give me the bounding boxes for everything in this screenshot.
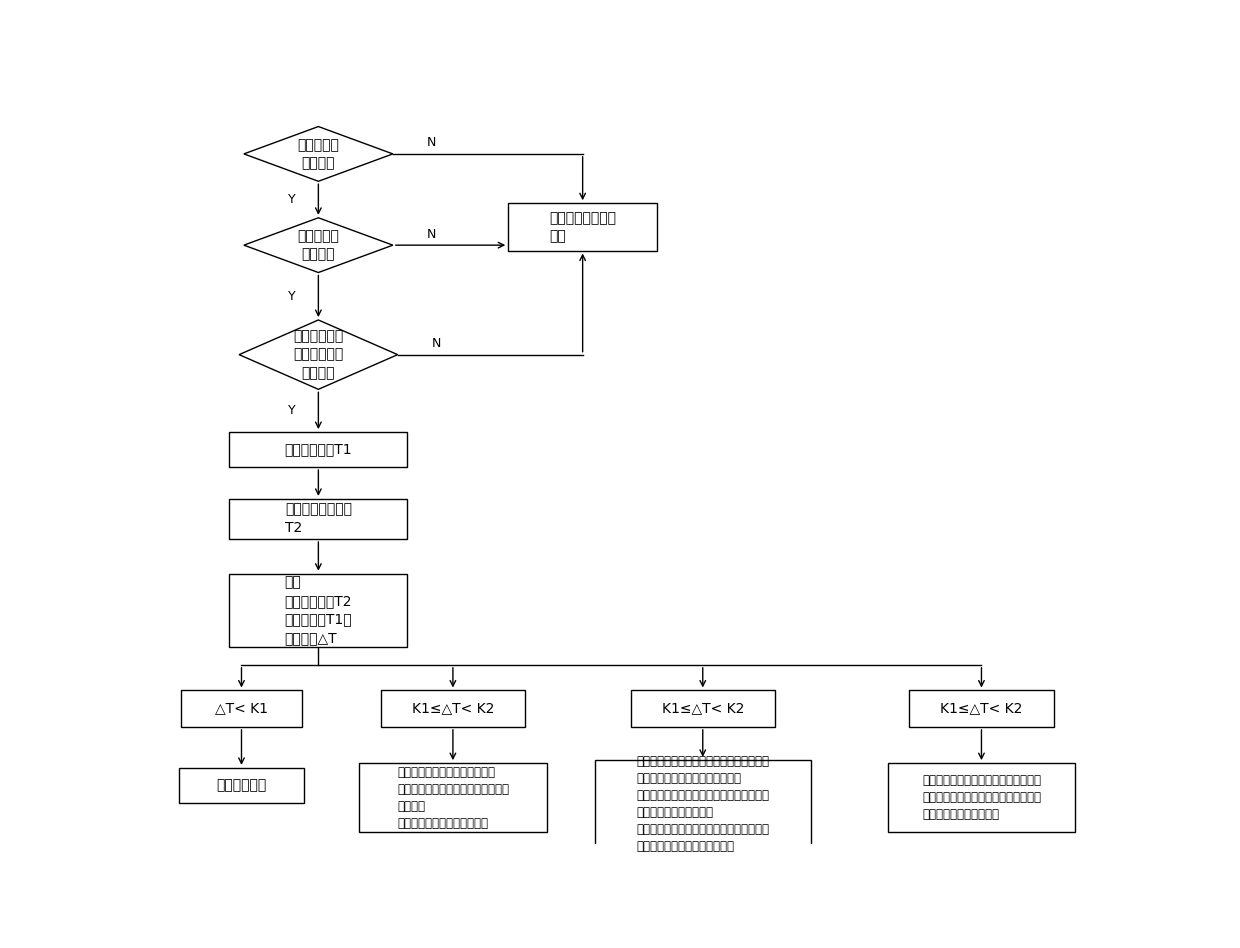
Text: Y: Y (288, 404, 295, 417)
Text: N: N (432, 337, 440, 350)
Text: 检查摄像头
是否打开: 检查摄像头 是否打开 (298, 229, 340, 262)
Text: 检查前台应用
是否位为预设
视频应用: 检查前台应用 是否位为预设 视频应用 (293, 329, 343, 380)
Text: 降低视频过程的画面显示参数，降低视
频过程中摄像头的数据采集质量，以及
降低视频过程的通话质量: 降低视频过程的画面显示参数，降低视 频过程中摄像头的数据采集质量，以及 降低视频… (923, 775, 1040, 821)
Bar (381, 690, 525, 727)
Bar (181, 690, 301, 727)
Bar (229, 499, 407, 539)
Text: N: N (427, 137, 436, 150)
Bar (631, 690, 775, 727)
Text: 获取移动终端温度
T2: 获取移动终端温度 T2 (285, 502, 352, 535)
Text: Y: Y (288, 193, 295, 206)
Text: K1≤△T< K2: K1≤△T< K2 (412, 702, 494, 716)
Text: K1≤△T< K2: K1≤△T< K2 (662, 702, 744, 716)
Bar (595, 759, 811, 848)
Bar (888, 763, 1075, 832)
Polygon shape (244, 218, 393, 272)
Bar (360, 763, 547, 832)
Text: 检查受话器
是否打开: 检查受话器 是否打开 (298, 137, 340, 170)
Bar (179, 768, 304, 803)
Text: 降低视频过程的画面显示参数；
或，降低视频过程中摄像头的数据采
集质量；
或，降低视频过程的通话质量: 降低视频过程的画面显示参数； 或，降低视频过程中摄像头的数据采 集质量； 或，降… (397, 766, 508, 830)
Text: 计算
移动终端温度T2
和环境温度T1的
温度差值△T: 计算 移动终端温度T2 和环境温度T1的 温度差值△T (284, 575, 352, 645)
Text: Y: Y (288, 290, 295, 302)
Polygon shape (239, 320, 398, 390)
Text: △T< K1: △T< K1 (215, 702, 268, 716)
Text: 不做降温处理: 不做降温处理 (216, 778, 267, 793)
Text: 降低视频过程的画面显示参数，以及降低视
频过程中摄像头的数据采集质量；
或，降低视频过程的画面显示参数，以及降
低视频过程的通话质量；
或，降低视频过程中摄像头: 降低视频过程的画面显示参数，以及降低视 频过程中摄像头的数据采集质量； 或，降低… (636, 755, 769, 852)
Text: 获取环境温度T1: 获取环境温度T1 (284, 443, 352, 457)
Polygon shape (244, 126, 393, 181)
Bar (508, 203, 657, 250)
Bar (909, 690, 1054, 727)
Bar (229, 574, 407, 647)
Text: N: N (427, 228, 436, 241)
Bar (229, 432, 407, 467)
Text: 等待下一个周期再
检查: 等待下一个周期再 检查 (549, 210, 616, 243)
Text: K1≤△T< K2: K1≤△T< K2 (940, 702, 1023, 716)
